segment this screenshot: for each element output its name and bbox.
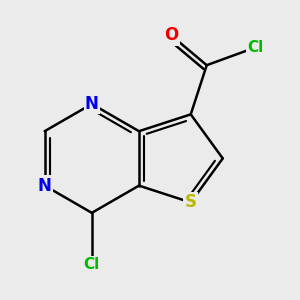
Text: O: O (164, 26, 178, 44)
Text: Cl: Cl (84, 257, 100, 272)
Text: N: N (38, 177, 52, 195)
Text: S: S (185, 194, 197, 211)
Text: Cl: Cl (247, 40, 263, 55)
Text: N: N (85, 95, 99, 113)
